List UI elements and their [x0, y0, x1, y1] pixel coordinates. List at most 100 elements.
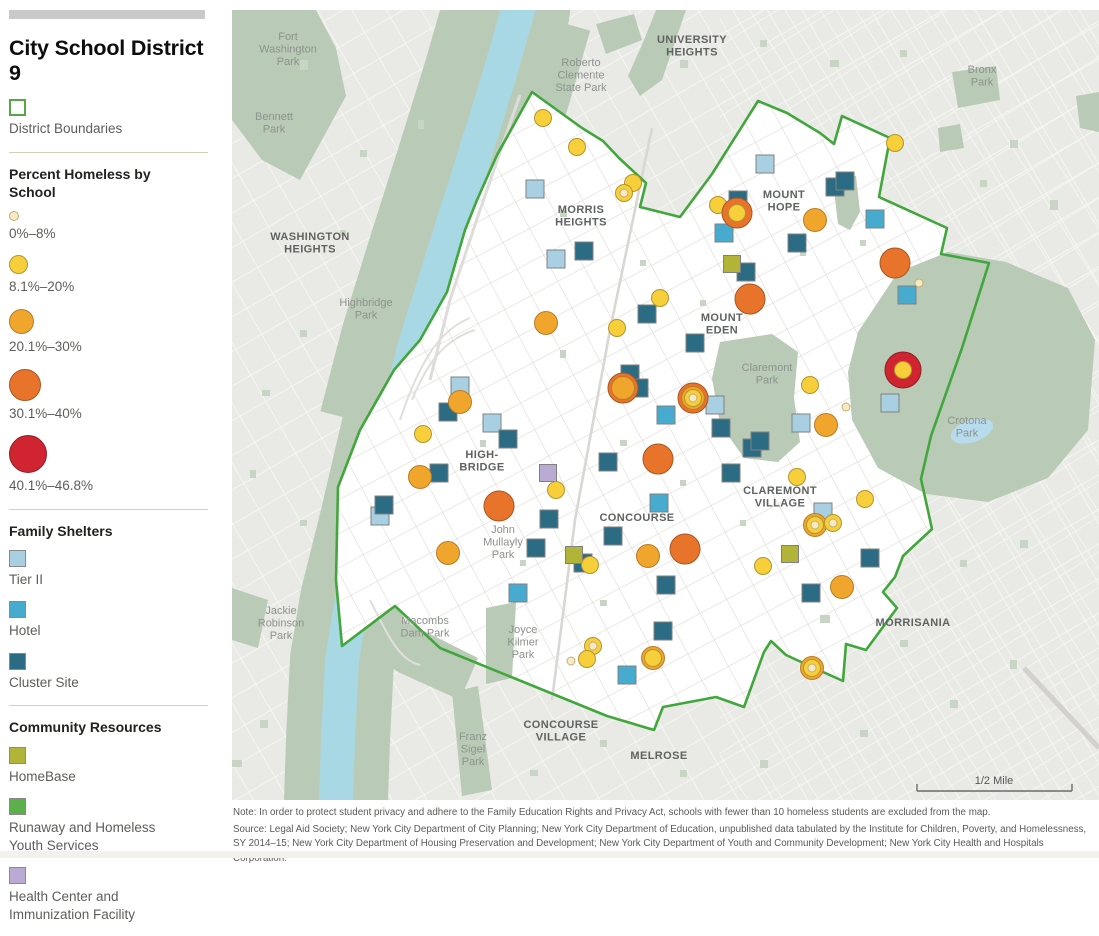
- neighborhood-label: MELROSE: [630, 750, 687, 762]
- city-block-green: [640, 260, 646, 266]
- tier2-site-square: [791, 413, 811, 433]
- hotel-site-square: [897, 285, 917, 305]
- city-block-green: [340, 230, 346, 236]
- interchange-road-south: [369, 599, 421, 666]
- cluster-site-square: [656, 575, 676, 595]
- legend-item: Health Center and Immunization Facility: [9, 867, 218, 923]
- park-university-strip: [628, 10, 686, 96]
- city-block-green: [680, 60, 688, 68]
- school-homeless-circle-c2: [814, 413, 838, 437]
- park-label: John Mullayly Park: [483, 524, 523, 561]
- school-homeless-circle-c1: [414, 425, 432, 443]
- school-homeless-circle-c1: [801, 376, 819, 394]
- privacy-note: Note: In order to protect student privac…: [233, 807, 991, 818]
- city-block-green: [418, 120, 424, 129]
- city-block-green: [1010, 660, 1017, 669]
- city-block-green: [300, 60, 308, 70]
- school-homeless-circle-c0: [810, 520, 820, 530]
- cluster-site-square: [711, 418, 731, 438]
- hotel-site-square: [649, 493, 669, 513]
- city-block-green: [980, 180, 987, 187]
- hotel-site-square: [508, 583, 528, 603]
- school-homeless-circle-c1: [581, 556, 599, 574]
- school-homeless-circle-c2: [611, 376, 635, 400]
- homebase-site-square: [565, 546, 583, 564]
- legend-item: Runaway and Homeless Youth Services: [9, 798, 218, 854]
- cluster-site-square: [498, 429, 518, 449]
- district-map-svg: Fort Washington Park Bennett Park Roberto Clem…: [232, 10, 1099, 800]
- homeless-c1-swatch: [9, 255, 28, 275]
- park-label: Macombs Dam Park: [401, 615, 450, 640]
- grand-concourse-road: [550, 127, 654, 701]
- school-homeless-circle-c1: [788, 468, 806, 486]
- school-homeless-circle-c3: [642, 443, 674, 475]
- school-homeless-circle-c3: [734, 283, 766, 315]
- shelter-cluster-label: Cluster Site: [9, 674, 79, 690]
- legend-item: Cluster Site: [9, 652, 218, 692]
- cluster-site-square: [429, 463, 449, 483]
- city-block-green: [760, 40, 767, 47]
- neighborhood-label: WASHINGTON HEIGHTS: [270, 231, 350, 256]
- city-block-green: [830, 60, 839, 67]
- park-joyce-kilmer: [486, 602, 516, 684]
- rail-line: [1022, 666, 1099, 750]
- school-homeless-circle-c1: [578, 650, 596, 668]
- shelters-legend-list: Tier II Hotel Cluster Site: [9, 549, 218, 692]
- tier2-site-square: [705, 395, 725, 415]
- neighborhood-label: HIGH-BRIDGE: [459, 449, 504, 474]
- neighborhood-label: MOUNT EDEN: [701, 312, 743, 337]
- district-boundary-swatch: [9, 99, 26, 116]
- city-block-green: [480, 440, 486, 447]
- legend-item: 8.1%–20%: [9, 255, 218, 296]
- city-block-green: [680, 480, 686, 486]
- city-block-green: [600, 600, 607, 606]
- cluster-site-square: [835, 171, 855, 191]
- resource-health-swatch: [9, 867, 26, 885]
- school-homeless-circle-c3: [483, 490, 515, 522]
- neighborhood-label: MORRIS HEIGHTS: [555, 204, 607, 229]
- tier2-site-square: [755, 154, 775, 174]
- tier2-site-square: [482, 413, 502, 433]
- city-block-green: [300, 520, 307, 526]
- legend-item: Hotel: [9, 601, 218, 640]
- city-block-green: [950, 700, 958, 708]
- school-homeless-circle-c0: [828, 518, 838, 528]
- cluster-site-square: [750, 431, 770, 451]
- homebase-site-square: [781, 545, 799, 563]
- city-block-green: [250, 470, 256, 478]
- city-block-green: [520, 560, 526, 566]
- cluster-site-square: [787, 233, 807, 253]
- park-fort-washington: [232, 10, 346, 180]
- resources-legend-list: HomeBase Runaway and Homeless Youth Servi…: [9, 746, 218, 924]
- tier2-site-square: [880, 393, 900, 413]
- school-homeless-circle-c0: [807, 663, 817, 673]
- city-block-green: [1050, 200, 1058, 210]
- homeless-section-heading: Percent Homeless by School: [9, 165, 151, 200]
- city-block-green: [820, 615, 830, 623]
- cluster-site-square: [685, 333, 705, 353]
- park-label: Bennett Park: [255, 111, 293, 136]
- interchange-road: [399, 317, 476, 421]
- resource-health-label: Health Center and Immunization Facility: [9, 889, 136, 922]
- cluster-site-square: [653, 621, 673, 641]
- school-homeless-circle-c0: [588, 641, 598, 651]
- city-block-green: [300, 330, 307, 337]
- hotel-site-square: [865, 209, 885, 229]
- city-block-green: [760, 760, 768, 768]
- city-block-green: [530, 770, 538, 776]
- map-canvas[interactable]: Fort Washington Park Bennett Park Roberto Clem…: [232, 10, 1099, 800]
- city-block-green: [860, 730, 868, 737]
- park-roberto-shore: [596, 14, 642, 54]
- park-claremont: [712, 334, 800, 462]
- school-homeless-circle-c0: [914, 278, 924, 288]
- school-homeless-circle-c1: [644, 649, 662, 667]
- hotel-site-square: [617, 665, 637, 685]
- shelters-section-heading: Family Shelters: [9, 522, 113, 539]
- resource-homebase-swatch: [9, 746, 26, 764]
- school-homeless-circle-c2: [408, 465, 432, 489]
- hotel-site-square: [714, 223, 734, 243]
- school-homeless-circle-c1: [754, 557, 772, 575]
- school-homeless-circle-c2: [803, 208, 827, 232]
- school-homeless-circle-c2: [636, 544, 660, 568]
- school-homeless-circle-c1: [608, 319, 626, 337]
